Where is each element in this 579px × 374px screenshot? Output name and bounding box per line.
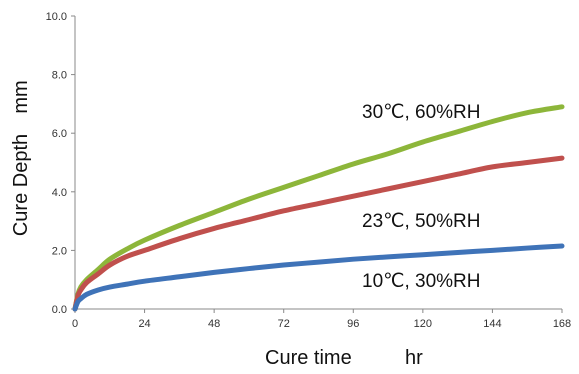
series-label-10c: 10℃, 30%RH	[362, 271, 481, 292]
y-tick-label: 6.0	[52, 128, 67, 140]
y-tick-label: 0.0	[52, 304, 67, 316]
series-line-10c-30rh	[75, 246, 562, 309]
x-tick-label: 144	[483, 318, 501, 330]
y-axis-unit: mm	[10, 80, 32, 113]
x-tick-label: 72	[278, 318, 290, 330]
y-tick-label: 4.0	[52, 187, 67, 199]
x-tick-label: 0	[72, 318, 78, 330]
x-tick-label: 48	[208, 318, 220, 330]
y-tick-label: 2.0	[52, 245, 67, 257]
x-tick-label: 96	[347, 318, 359, 330]
axes	[75, 16, 562, 309]
x-ticks: 0 24 48 72 96 120 144 168	[72, 309, 571, 330]
x-tick-label: 24	[138, 318, 150, 330]
y-tick-label: 10.0	[46, 11, 67, 23]
x-axis-title: Cure time	[265, 347, 352, 369]
series-line-23c-50rh	[75, 158, 562, 309]
x-axis-unit: hr	[405, 347, 423, 369]
y-ticks: 0.0 2.0 4.0 6.0 8.0 10.0	[46, 11, 75, 316]
x-tick-label: 168	[553, 318, 571, 330]
series-lines	[75, 107, 562, 309]
x-tick-label: 120	[414, 318, 432, 330]
series-label-23c: 23℃, 50%RH	[362, 211, 481, 232]
y-tick-label: 8.0	[52, 70, 67, 82]
series-label-30c: 30℃, 60%RH	[362, 102, 481, 123]
y-axis-title: Cure Depth	[10, 134, 32, 236]
